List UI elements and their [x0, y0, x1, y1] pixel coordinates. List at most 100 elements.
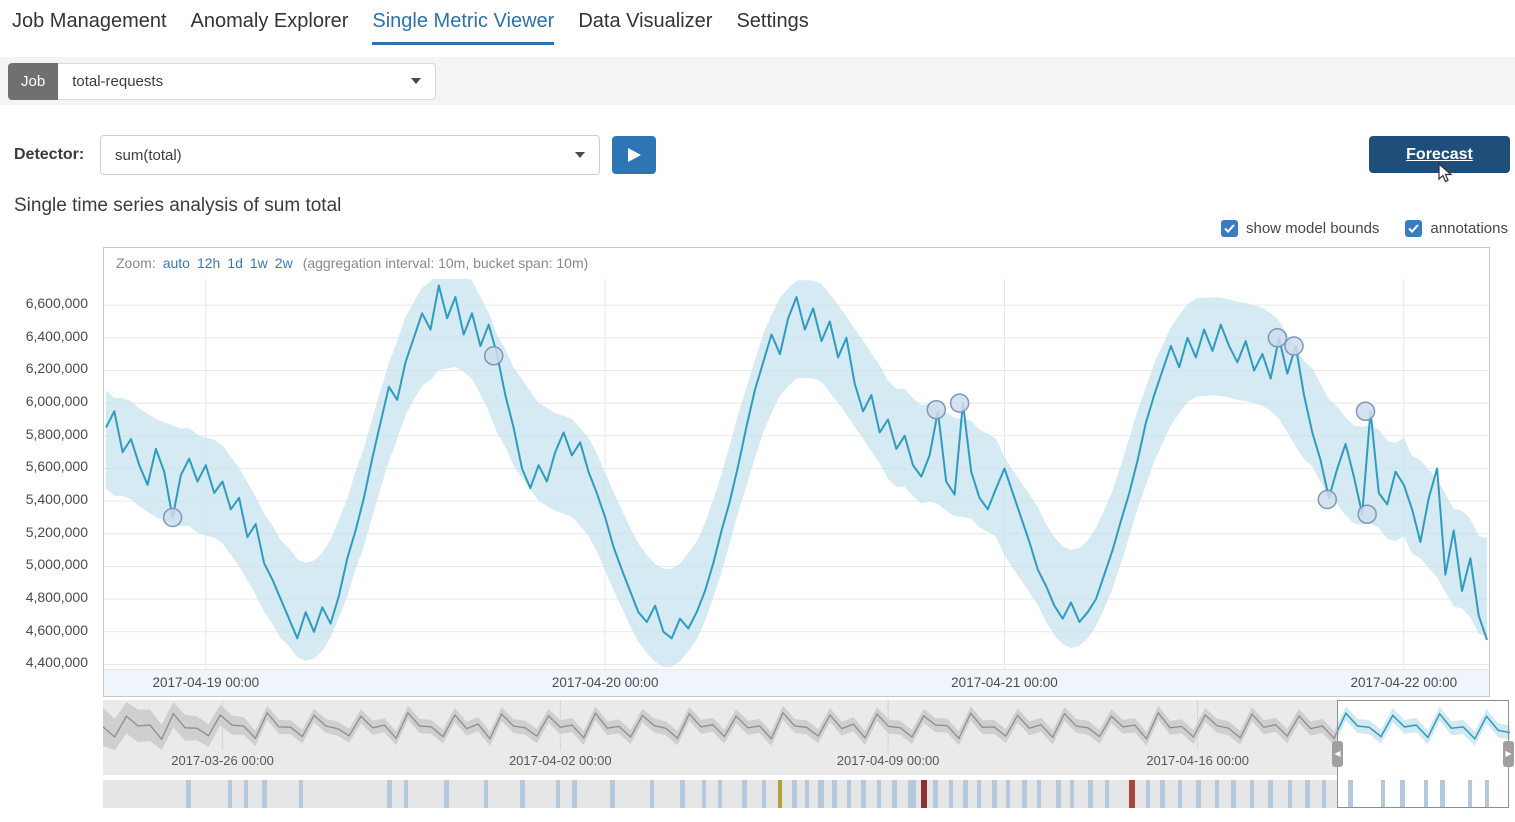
anomaly-stripe[interactable] — [1467, 780, 1472, 808]
zoom-option-2w[interactable]: 2w — [274, 255, 293, 271]
anomaly-stripe[interactable] — [1400, 780, 1406, 808]
anomaly-stripe[interactable] — [1287, 780, 1292, 808]
anomaly-stripe[interactable] — [1249, 780, 1254, 808]
zoom-option-auto[interactable]: auto — [162, 255, 190, 271]
anomaly-stripe[interactable] — [1439, 780, 1445, 808]
job-label-badge: Job — [8, 62, 59, 100]
anomaly-stripe[interactable] — [1055, 780, 1061, 808]
annotation-marker[interactable] — [483, 346, 504, 366]
annotation-marker[interactable] — [1357, 504, 1377, 524]
anomaly-stripe[interactable] — [1021, 780, 1027, 808]
anomaly-stripe[interactable] — [948, 780, 953, 808]
y-axis-label: 5,800,000 — [25, 425, 88, 442]
anomaly-stripe[interactable] — [443, 780, 449, 808]
annotation-marker[interactable] — [949, 393, 970, 413]
y-axis-label: 4,800,000 — [25, 589, 88, 606]
job-select-value: total-requests — [72, 72, 164, 90]
annotation-marker[interactable] — [1317, 489, 1338, 510]
anomaly-stripe[interactable] — [876, 780, 881, 808]
detector-select[interactable]: sum(total) — [100, 135, 600, 175]
annotations-checkbox[interactable]: annotations — [1405, 220, 1508, 237]
anomaly-stripe[interactable] — [1321, 780, 1326, 808]
anomaly-stripe[interactable] — [650, 780, 655, 808]
anomaly-stripe[interactable] — [1145, 780, 1150, 808]
y-axis-label: 4,400,000 — [25, 654, 88, 671]
zoom-option-1w[interactable]: 1w — [249, 255, 268, 271]
anomaly-stripe[interactable] — [571, 780, 577, 808]
anomaly-stripe[interactable] — [976, 780, 981, 808]
zoom-option-12h[interactable]: 12h — [196, 255, 221, 271]
anomaly-stripe[interactable] — [892, 780, 898, 808]
anomaly-stripe[interactable] — [907, 780, 916, 808]
anomaly-stripe[interactable] — [778, 780, 783, 808]
anomaly-stripe[interactable] — [243, 780, 248, 808]
tab-anomaly-explorer[interactable]: Anomaly Explorer — [190, 10, 349, 32]
annotation-marker[interactable] — [1267, 328, 1288, 348]
anomaly-stripe[interactable] — [741, 780, 747, 808]
anomaly-stripe[interactable] — [1087, 780, 1093, 808]
anomaly-stripe[interactable] — [992, 780, 998, 808]
anomaly-stripe[interactable] — [1380, 780, 1385, 808]
anomaly-stripe[interactable] — [831, 780, 837, 808]
tab-data-visualizer[interactable]: Data Visualizer — [578, 10, 713, 32]
anomaly-stripe[interactable] — [1231, 780, 1237, 808]
anomaly-swimlane[interactable] — [103, 780, 1510, 808]
anomaly-stripe[interactable] — [519, 780, 525, 808]
anomaly-stripe[interactable] — [861, 780, 867, 808]
brush-handle-right[interactable]: ▶ — [1502, 741, 1514, 767]
anomaly-stripe[interactable] — [404, 780, 409, 808]
play-button[interactable] — [612, 136, 656, 174]
zoom-option-1d[interactable]: 1d — [227, 255, 243, 271]
zoom-controls: Zoom: auto 12h 1d 1w 2w (aggregation interval:… — [116, 255, 588, 271]
anomaly-stripe[interactable] — [792, 780, 798, 808]
anomaly-stripe[interactable] — [933, 780, 939, 808]
anomaly-stripe[interactable] — [1069, 780, 1074, 808]
tab-settings[interactable]: Settings — [736, 10, 809, 32]
anomaly-stripe[interactable] — [228, 780, 233, 808]
anomaly-stripe[interactable] — [262, 780, 267, 808]
anomaly-stripe[interactable] — [186, 780, 191, 808]
annotation-marker[interactable] — [1284, 336, 1304, 356]
annotation-marker[interactable] — [1355, 401, 1376, 422]
anomaly-stripe[interactable] — [1268, 780, 1273, 808]
anomaly-stripe[interactable] — [847, 780, 852, 808]
anomaly-stripe[interactable] — [387, 780, 393, 808]
anomaly-stripe[interactable] — [1104, 780, 1109, 808]
page-title: Single time series analysis of sum total — [14, 195, 342, 216]
anomaly-stripe[interactable] — [1037, 780, 1042, 808]
anomaly-stripe[interactable] — [1177, 780, 1182, 808]
anomaly-stripe[interactable] — [1424, 780, 1429, 808]
x-axis-label: 2017-04-20 00:00 — [551, 675, 659, 690]
tab-job-management[interactable]: Job Management — [12, 10, 167, 32]
anomaly-stripe[interactable] — [1006, 780, 1011, 808]
anomaly-stripe[interactable] — [609, 780, 615, 808]
anomaly-stripe[interactable] — [484, 780, 489, 808]
anomaly-stripe[interactable] — [1304, 780, 1310, 808]
anomaly-stripe[interactable] — [817, 780, 824, 808]
anomaly-stripe[interactable] — [1484, 780, 1489, 808]
anomaly-stripe[interactable] — [556, 780, 561, 808]
show-model-bounds-checkbox[interactable]: show model bounds — [1221, 220, 1379, 237]
anomaly-stripe[interactable] — [1348, 780, 1354, 808]
main-chart[interactable] — [104, 279, 1489, 671]
anomaly-stripe[interactable] — [679, 780, 685, 808]
job-select[interactable]: total-requests — [58, 62, 437, 100]
anomaly-stripe[interactable] — [717, 780, 722, 808]
anomaly-stripe[interactable] — [1159, 780, 1165, 808]
anomaly-stripe[interactable] — [1214, 780, 1219, 808]
anomaly-stripe[interactable] — [1128, 780, 1135, 808]
context-chart[interactable]: 2017-03-26 00:00 2017-04-02 00:00 2017-04-… — [103, 700, 1511, 775]
anomaly-stripe[interactable] — [1196, 780, 1202, 808]
x-axis-label: 2017-04-19 00:00 — [152, 675, 260, 690]
anomaly-stripe[interactable] — [298, 780, 303, 808]
annotation-marker[interactable] — [926, 399, 947, 420]
anomaly-stripe[interactable] — [920, 780, 927, 808]
brush-handle-left[interactable]: ◀ — [1331, 741, 1343, 767]
anomaly-stripe[interactable] — [805, 780, 810, 808]
anomaly-stripe[interactable] — [702, 780, 707, 808]
tab-single-metric-viewer[interactable]: Single Metric Viewer — [372, 10, 555, 45]
time-range-selection[interactable]: ◀ ▶ — [1331, 700, 1514, 808]
anomaly-stripe[interactable] — [761, 780, 766, 808]
anomaly-stripe[interactable] — [962, 780, 968, 808]
annotation-marker[interactable] — [162, 507, 183, 528]
